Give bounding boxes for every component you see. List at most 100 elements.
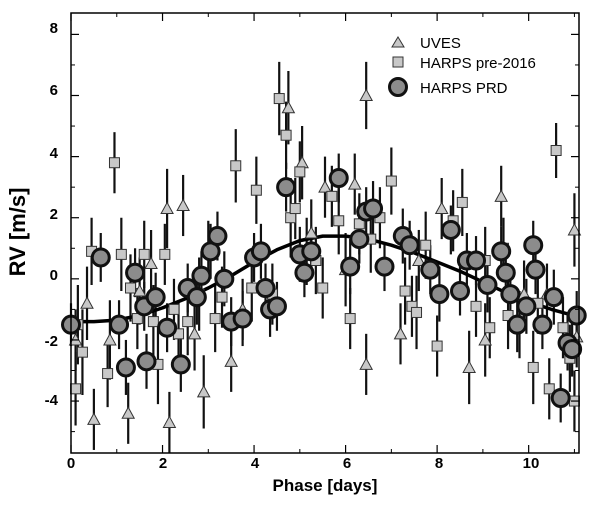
harps-prd-point <box>523 235 544 256</box>
x-tick-label: 2 <box>159 455 167 472</box>
uves-point <box>462 360 477 373</box>
harps-pre-2016-point <box>502 310 514 321</box>
harps-prd-point <box>232 308 253 329</box>
harps-prd-point <box>266 296 287 317</box>
x-tick-label: 10 <box>523 455 540 472</box>
legend-uves-label: UVES <box>420 35 461 52</box>
uves-point <box>411 253 426 266</box>
harps-prd-point <box>276 177 297 198</box>
harps-prd-point <box>115 357 136 378</box>
harps-prd-point <box>207 226 228 247</box>
x-tick-label: 6 <box>343 455 351 472</box>
y-tick-label: -2 <box>45 333 58 350</box>
uves-point <box>359 357 374 370</box>
harps-pre-2016-point <box>456 196 468 208</box>
harps-prd-point <box>516 296 537 317</box>
uves-point <box>162 415 177 428</box>
legend-harps-pre-marker <box>392 56 404 68</box>
harps-pre-2016-point <box>289 203 301 215</box>
harps-pre-2016-point <box>76 346 88 358</box>
y-tick-label: 6 <box>50 82 58 99</box>
uves-point <box>103 332 117 346</box>
harps-prd-point <box>440 219 461 240</box>
x-axis-title: Phase [days] <box>273 476 378 495</box>
y-tick-label: 4 <box>50 145 59 162</box>
uves-point <box>494 189 509 202</box>
harps-prd-point <box>349 229 370 250</box>
harps-prd-point <box>543 287 564 308</box>
harps-prd-point <box>420 259 441 280</box>
uves-point <box>121 406 136 419</box>
uves-point <box>196 384 211 398</box>
harps-pre-2016-point <box>317 282 329 294</box>
harps-prd-point <box>301 241 322 262</box>
uves-point <box>304 225 319 239</box>
harps-prd-point <box>525 259 546 280</box>
harps-pre-2016-point <box>250 184 262 196</box>
harps-prd-point <box>109 314 130 335</box>
plot-frame <box>70 12 580 454</box>
harps-prd-point <box>450 281 471 302</box>
x-tick-label: 8 <box>435 455 443 472</box>
harps-pre-2016-point <box>550 145 562 156</box>
harps-prd-point <box>328 168 349 188</box>
harps-prd-point <box>136 351 157 372</box>
axes: 0 2 4 6 8 10 -4 -2 0 2 4 6 8 Phase [days… <box>5 12 580 495</box>
x-tick-label: 0 <box>67 455 75 472</box>
uves-point <box>393 326 408 340</box>
harps-pre-2016-point <box>385 175 397 187</box>
harps-prd-point <box>191 265 212 286</box>
y-axis-title: RV [m/s] <box>5 188 30 277</box>
harps-prd-point <box>157 317 178 338</box>
harps-pre-2016-point <box>280 129 292 141</box>
harps-pre-2016-point <box>411 306 423 318</box>
harps-prd-point <box>125 262 146 283</box>
uves-point <box>176 198 190 211</box>
uves-point <box>359 88 374 101</box>
harps-pre-2016-point <box>115 248 127 260</box>
harps-pre-2016-point <box>294 166 306 178</box>
uves-point <box>80 296 94 309</box>
harps-pre-2016-point <box>138 248 150 260</box>
harps-prd-point <box>491 241 512 262</box>
harps-pre-2016-point <box>285 212 297 224</box>
harps-pre-2016-point <box>470 300 482 312</box>
harps-prd-point <box>214 268 235 289</box>
harps-pre-2016-point <box>484 322 496 334</box>
harps-pre-2016-point <box>209 313 221 325</box>
harps-pre-2016-point <box>527 361 539 373</box>
uves-point <box>144 256 158 270</box>
harps-pre-2016-point <box>230 160 242 172</box>
legend-harps-pre-label: HARPS pre-2016 <box>420 55 536 72</box>
harps-pre-2016-point <box>431 340 443 352</box>
legend: UVES HARPS pre-2016 HARPS PRD <box>388 35 536 97</box>
uves-point <box>187 326 202 340</box>
harps-prd-point <box>170 354 191 375</box>
harps-pre-2016-point <box>159 248 171 260</box>
harps-prd-point <box>90 247 111 268</box>
y-tick-label: 0 <box>50 267 58 284</box>
uves-point <box>347 177 362 190</box>
harps-prd-point <box>550 388 571 408</box>
harps-prd-point <box>507 314 528 335</box>
harps-pre-2016-point <box>344 313 356 325</box>
uves-point <box>318 180 332 193</box>
harps-pre-2016-point <box>420 239 432 251</box>
harps-pre-2016-point <box>108 157 120 169</box>
legend-uves-marker <box>391 36 405 48</box>
y-tick-label: 2 <box>50 206 58 223</box>
harps-prd-point <box>186 287 207 308</box>
harps-pre-2016-point <box>326 190 338 202</box>
harps-prd-point <box>562 339 583 360</box>
harps-prd-point <box>477 274 498 295</box>
uves-point <box>478 332 493 346</box>
harps-pre-2016-point <box>543 383 555 395</box>
harps-prd-point <box>250 241 271 262</box>
uves-point <box>87 412 101 425</box>
uves-point <box>434 201 449 215</box>
y-tick-label: -4 <box>45 392 59 409</box>
harps-pre-2016-point <box>168 303 180 315</box>
harps-pre-2016-point <box>333 215 345 227</box>
harps-prd-point <box>145 287 166 308</box>
